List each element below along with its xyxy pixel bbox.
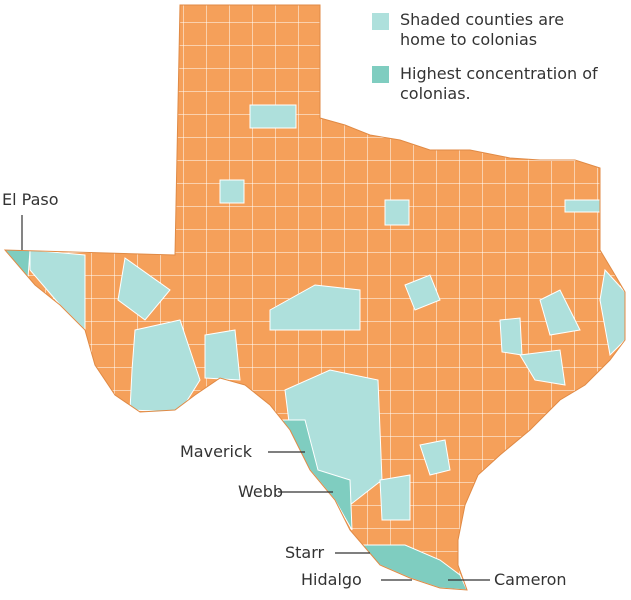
county-label: Cameron [494, 570, 567, 589]
county-label: Hidalgo [301, 570, 362, 589]
legend-swatch [372, 13, 389, 30]
legend-label: Highest concentration of colonias. [400, 64, 598, 103]
county-label: El Paso [2, 190, 59, 209]
legend-label: Shaded counties are home to colonias [400, 10, 565, 49]
county-label: Webb [238, 482, 284, 501]
leader-lines [21, 215, 490, 581]
county-label: Maverick [180, 442, 253, 461]
legend-swatch [372, 66, 389, 83]
county-label: Starr [285, 543, 325, 562]
